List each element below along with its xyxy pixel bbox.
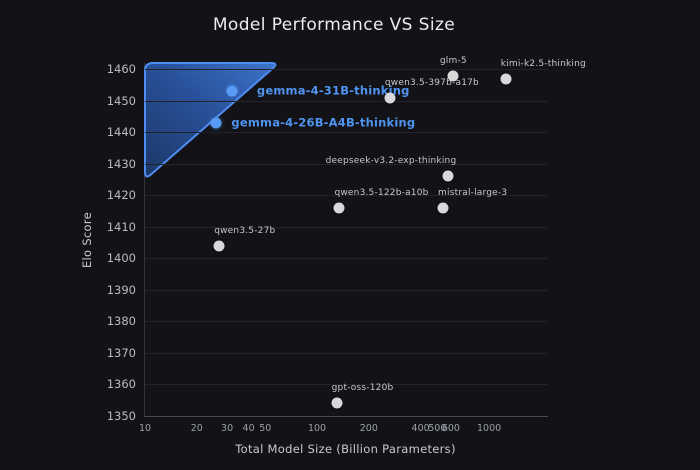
data-point-label: kimi-k2.5-thinking bbox=[500, 58, 586, 69]
y-tick-label: 1410 bbox=[106, 219, 136, 234]
gridline-y-1390 bbox=[145, 289, 548, 291]
y-tick-label: 1450 bbox=[106, 93, 136, 108]
x-axis-title: Total Model Size (Billion Parameters) bbox=[235, 442, 456, 456]
plot-area: 1460 1450 1440 1430 1420 1410 1400 1390 1380 1370… bbox=[107, 56, 586, 434]
data-point-qwen3.5-122b-a10b[interactable] bbox=[333, 202, 345, 214]
gridline-y-1370 bbox=[145, 352, 548, 354]
x-tick-label: 500 bbox=[428, 423, 447, 434]
gridline-y-1430 bbox=[145, 163, 548, 165]
gridline-y-1380 bbox=[145, 321, 548, 323]
highlight-triangle bbox=[144, 62, 277, 178]
data-point-deepseek-v3.2-exp-thinking[interactable] bbox=[442, 170, 454, 182]
y-tick-label: 1360 bbox=[106, 377, 136, 392]
gridline-y-1410 bbox=[145, 226, 548, 228]
x-tick-label: 10 bbox=[138, 423, 152, 434]
chart-title: Model Performance VS Size bbox=[212, 15, 456, 35]
y-tick-label: 1400 bbox=[106, 251, 136, 266]
y-tick-label: 1370 bbox=[106, 345, 136, 360]
x-tick-label: 20 bbox=[190, 423, 203, 434]
gridline-y-1450 bbox=[145, 100, 548, 102]
gridline-y-1420 bbox=[145, 195, 548, 197]
y-tick-label: 1430 bbox=[106, 156, 136, 171]
data-point-qwen3.5-27b[interactable] bbox=[213, 240, 225, 252]
y-tick-label: 1440 bbox=[106, 125, 136, 140]
x-tick-label: 30 bbox=[221, 423, 234, 434]
y-tick-label: 1420 bbox=[106, 188, 136, 203]
y-tick-label: 1460 bbox=[106, 62, 136, 77]
data-point-glm-5[interactable] bbox=[447, 70, 459, 82]
data-point-gemma-4-31B-thinking[interactable] bbox=[226, 85, 238, 97]
gridline-y-1400 bbox=[145, 258, 548, 260]
y-tick-label: 1350 bbox=[106, 409, 136, 423]
data-point-label: qwen3.5-27b bbox=[214, 225, 276, 236]
data-point-gemma-4-26B-A4B-thinking[interactable] bbox=[210, 117, 222, 129]
x-tick-label: 40 bbox=[242, 423, 255, 434]
data-point-label: qwen3.5-122b-a10b bbox=[334, 187, 429, 198]
x-tick-label: 1000 bbox=[476, 423, 502, 434]
y-tick-label: 1380 bbox=[106, 314, 136, 329]
gridline-y-1460 bbox=[145, 69, 548, 71]
x-tick-label: 50 bbox=[259, 423, 272, 434]
data-point-label: deepseek-v3.2-exp-thinking bbox=[325, 156, 457, 167]
data-point-kimi-k2.5-thinking[interactable] bbox=[500, 73, 512, 85]
data-point-qwen3.5-397b-a17b[interactable] bbox=[384, 92, 396, 104]
x-tick-label: 100 bbox=[307, 423, 327, 434]
y-axis-title: Elo Score bbox=[80, 211, 94, 269]
data-point-label: qwen3.5-397b-a17b bbox=[384, 77, 479, 88]
data-point-gpt-oss-120b[interactable] bbox=[331, 397, 343, 409]
highlight-triangle-layer bbox=[144, 62, 277, 178]
x-tick-label: 200 bbox=[359, 423, 378, 434]
data-point-label: mistral-large-3 bbox=[438, 187, 508, 198]
gridline-y-1440 bbox=[145, 132, 548, 134]
data-point-label: gpt-oss-120b bbox=[331, 383, 394, 394]
data-point-label: glm-5 bbox=[439, 55, 467, 66]
gridline-y-1360 bbox=[145, 384, 548, 386]
y-tick-label: 1390 bbox=[106, 282, 136, 297]
x-tick-label: 400 bbox=[411, 423, 430, 434]
x-tick-label: 600 bbox=[441, 423, 460, 434]
data-point-mistral-large-3[interactable] bbox=[437, 202, 449, 214]
data-point-label: gemma-4-26B-A4B-thinking bbox=[231, 115, 416, 130]
